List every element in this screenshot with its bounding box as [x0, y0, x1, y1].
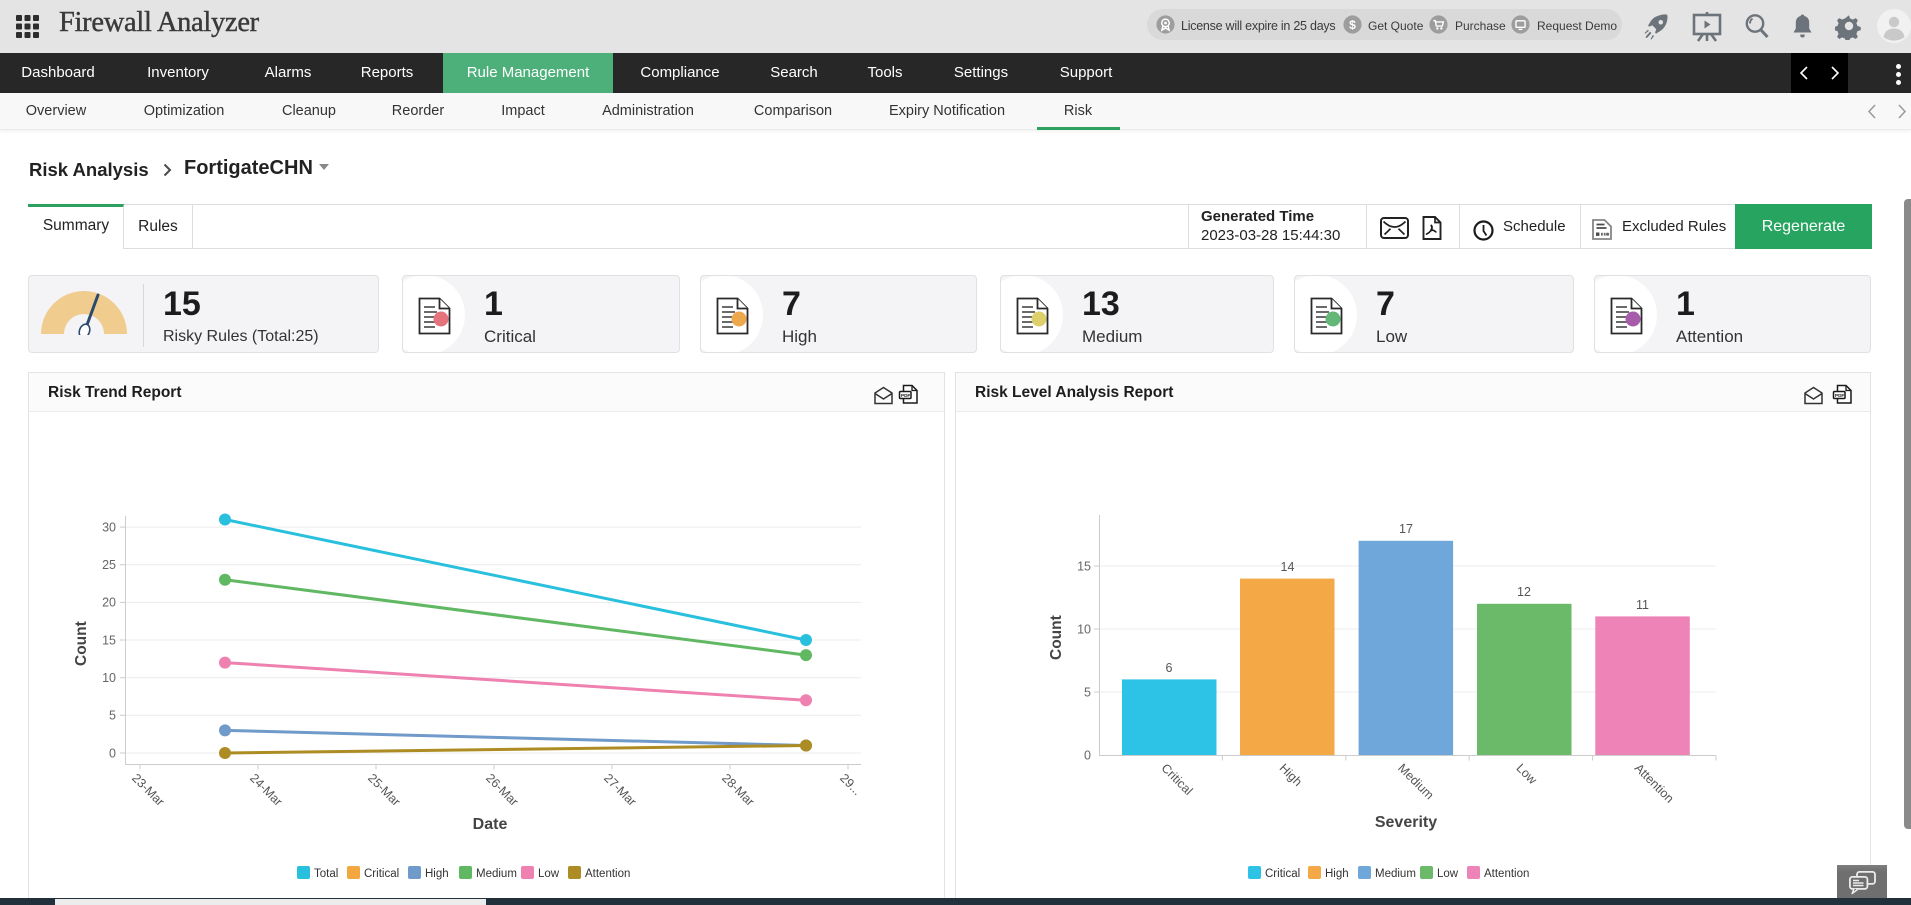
svg-text:30: 30: [102, 521, 116, 535]
svg-text:15: 15: [102, 634, 116, 648]
svg-text:PDF: PDF: [1835, 393, 1844, 398]
svg-text:26-Mar: 26-Mar: [483, 771, 521, 809]
svg-text:15: 15: [1077, 560, 1091, 574]
svg-text:10: 10: [102, 671, 116, 685]
svg-text:Medium: Medium: [1395, 761, 1436, 802]
svg-text:Total: Total: [314, 868, 338, 880]
svg-text:0: 0: [1084, 749, 1091, 763]
svg-text:29...: 29...: [837, 771, 864, 798]
svg-text:High: High: [1325, 868, 1349, 880]
svg-text:24-Mar: 24-Mar: [247, 771, 285, 809]
svg-text:17: 17: [1399, 522, 1413, 536]
svg-text:10: 10: [1077, 623, 1091, 637]
svg-text:Attention: Attention: [1632, 761, 1677, 806]
svg-text:$: $: [1349, 18, 1356, 32]
svg-text:Date: Date: [473, 816, 508, 833]
svg-text:0: 0: [109, 747, 116, 761]
svg-text:12: 12: [1517, 585, 1531, 599]
svg-text:14: 14: [1281, 560, 1295, 574]
svg-text:23-Mar: 23-Mar: [129, 771, 167, 809]
svg-text:5: 5: [109, 709, 116, 723]
svg-text:PDF: PDF: [901, 393, 910, 398]
svg-text:Critical: Critical: [364, 868, 399, 880]
svg-text:28-Mar: 28-Mar: [719, 771, 757, 809]
svg-text:Count: Count: [73, 621, 90, 666]
svg-text:Severity: Severity: [1375, 814, 1437, 831]
svg-text:Critical: Critical: [1265, 868, 1300, 880]
svg-text:Low: Low: [1437, 868, 1459, 880]
svg-text:Low: Low: [1513, 761, 1540, 788]
svg-text:5: 5: [1084, 686, 1091, 700]
svg-text:27-Mar: 27-Mar: [601, 771, 639, 809]
svg-text:Low: Low: [538, 868, 560, 880]
svg-text:6: 6: [1166, 661, 1173, 675]
svg-text:Count: Count: [1048, 615, 1065, 660]
svg-text:20: 20: [102, 596, 116, 610]
svg-text:Medium: Medium: [476, 868, 517, 880]
svg-text:25: 25: [102, 558, 116, 572]
svg-text:11: 11: [1636, 598, 1649, 612]
svg-text:High: High: [425, 868, 449, 880]
svg-text:25-Mar: 25-Mar: [365, 771, 403, 809]
svg-text:Attention: Attention: [1484, 868, 1529, 880]
svg-text:Medium: Medium: [1375, 868, 1416, 880]
svg-text:High: High: [1277, 761, 1305, 789]
svg-text:Critical: Critical: [1158, 761, 1195, 798]
svg-text:Attention: Attention: [585, 868, 630, 880]
